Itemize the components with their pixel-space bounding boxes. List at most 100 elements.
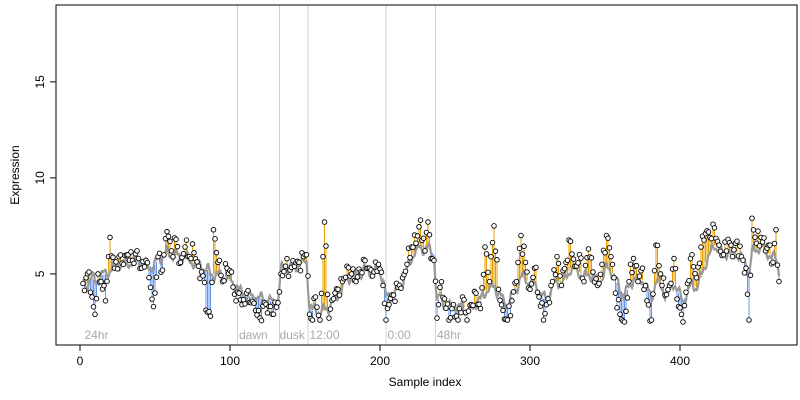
data-point xyxy=(624,309,629,314)
section-label: dawn xyxy=(239,328,268,342)
data-point xyxy=(91,305,96,310)
data-point xyxy=(744,266,749,271)
data-point xyxy=(508,313,513,318)
section-label: 12:00 xyxy=(310,328,340,342)
data-point xyxy=(445,302,450,307)
data-point xyxy=(448,316,453,321)
data-point xyxy=(376,262,381,267)
data-point xyxy=(511,290,516,295)
data-point xyxy=(325,292,330,297)
data-point xyxy=(108,235,113,240)
data-point xyxy=(609,254,614,259)
data-point xyxy=(690,252,695,257)
data-point xyxy=(583,263,588,268)
data-point xyxy=(481,272,486,277)
data-point xyxy=(465,318,470,323)
data-point xyxy=(730,254,735,259)
data-point xyxy=(213,237,218,242)
data-point xyxy=(151,304,156,309)
data-point xyxy=(148,285,153,290)
data-point xyxy=(597,281,602,286)
data-point xyxy=(682,303,687,308)
data-point xyxy=(168,239,173,244)
data-point xyxy=(522,244,527,249)
section-label: 24hr xyxy=(85,328,109,342)
data-point xyxy=(265,311,270,316)
data-point xyxy=(319,291,324,296)
data-point xyxy=(336,287,341,292)
data-point xyxy=(435,316,440,321)
data-point xyxy=(750,216,755,221)
data-point xyxy=(537,295,542,300)
data-point xyxy=(594,277,599,282)
data-point xyxy=(697,261,702,266)
data-point xyxy=(393,299,398,304)
data-point xyxy=(646,303,651,308)
data-point xyxy=(762,236,767,241)
data-point xyxy=(673,266,678,271)
data-point xyxy=(405,262,410,267)
data-point xyxy=(681,320,686,325)
data-point xyxy=(346,265,351,270)
x-axis: 0 100 200 300 400 xyxy=(77,345,691,368)
data-point xyxy=(507,304,512,309)
data-point xyxy=(540,301,545,306)
data-point xyxy=(735,239,740,244)
data-point xyxy=(154,275,159,280)
data-point xyxy=(490,240,495,245)
data-point xyxy=(636,279,641,284)
data-point xyxy=(552,268,557,273)
data-point xyxy=(658,272,663,277)
data-point xyxy=(360,270,365,275)
data-point xyxy=(622,320,627,325)
data-point xyxy=(756,229,761,234)
data-point xyxy=(531,275,536,280)
data-point xyxy=(171,254,176,259)
data-point xyxy=(256,308,261,313)
data-point xyxy=(607,246,612,251)
data-point xyxy=(493,249,498,254)
data-point xyxy=(486,270,491,275)
data-point xyxy=(625,296,630,301)
data-point xyxy=(541,318,546,323)
data-point xyxy=(753,235,758,240)
data-point xyxy=(102,283,107,288)
data-point xyxy=(709,236,714,241)
data-point xyxy=(192,250,197,255)
data-point xyxy=(651,292,656,297)
data-point xyxy=(471,303,476,308)
data-point xyxy=(678,306,683,311)
data-point xyxy=(432,258,437,263)
data-point xyxy=(712,226,717,231)
data-point xyxy=(691,264,696,269)
data-point xyxy=(315,305,320,310)
data-point xyxy=(603,250,608,255)
data-point xyxy=(505,318,510,323)
data-point xyxy=(328,307,333,312)
data-point xyxy=(655,243,660,248)
data-point xyxy=(606,236,611,241)
data-point xyxy=(610,262,615,267)
x-tick-label: 400 xyxy=(670,354,690,368)
data-point xyxy=(684,290,689,295)
data-point xyxy=(600,262,605,267)
y-tick-label: 10 xyxy=(33,171,47,185)
data-point xyxy=(408,255,413,260)
data-point xyxy=(114,260,119,265)
data-point xyxy=(349,272,354,277)
data-point xyxy=(717,243,722,248)
data-point xyxy=(327,316,332,321)
data-point xyxy=(519,233,524,238)
data-point xyxy=(178,260,183,265)
data-point xyxy=(637,274,642,279)
section-label: 0:00 xyxy=(388,328,412,342)
data-point xyxy=(742,271,747,276)
data-point xyxy=(582,279,587,284)
y-axis: 5 10 15 xyxy=(33,75,56,277)
data-point xyxy=(276,300,281,305)
data-point xyxy=(498,298,503,303)
data-point xyxy=(660,283,665,288)
data-point xyxy=(165,229,170,234)
data-point xyxy=(382,301,387,306)
data-point xyxy=(628,262,633,267)
